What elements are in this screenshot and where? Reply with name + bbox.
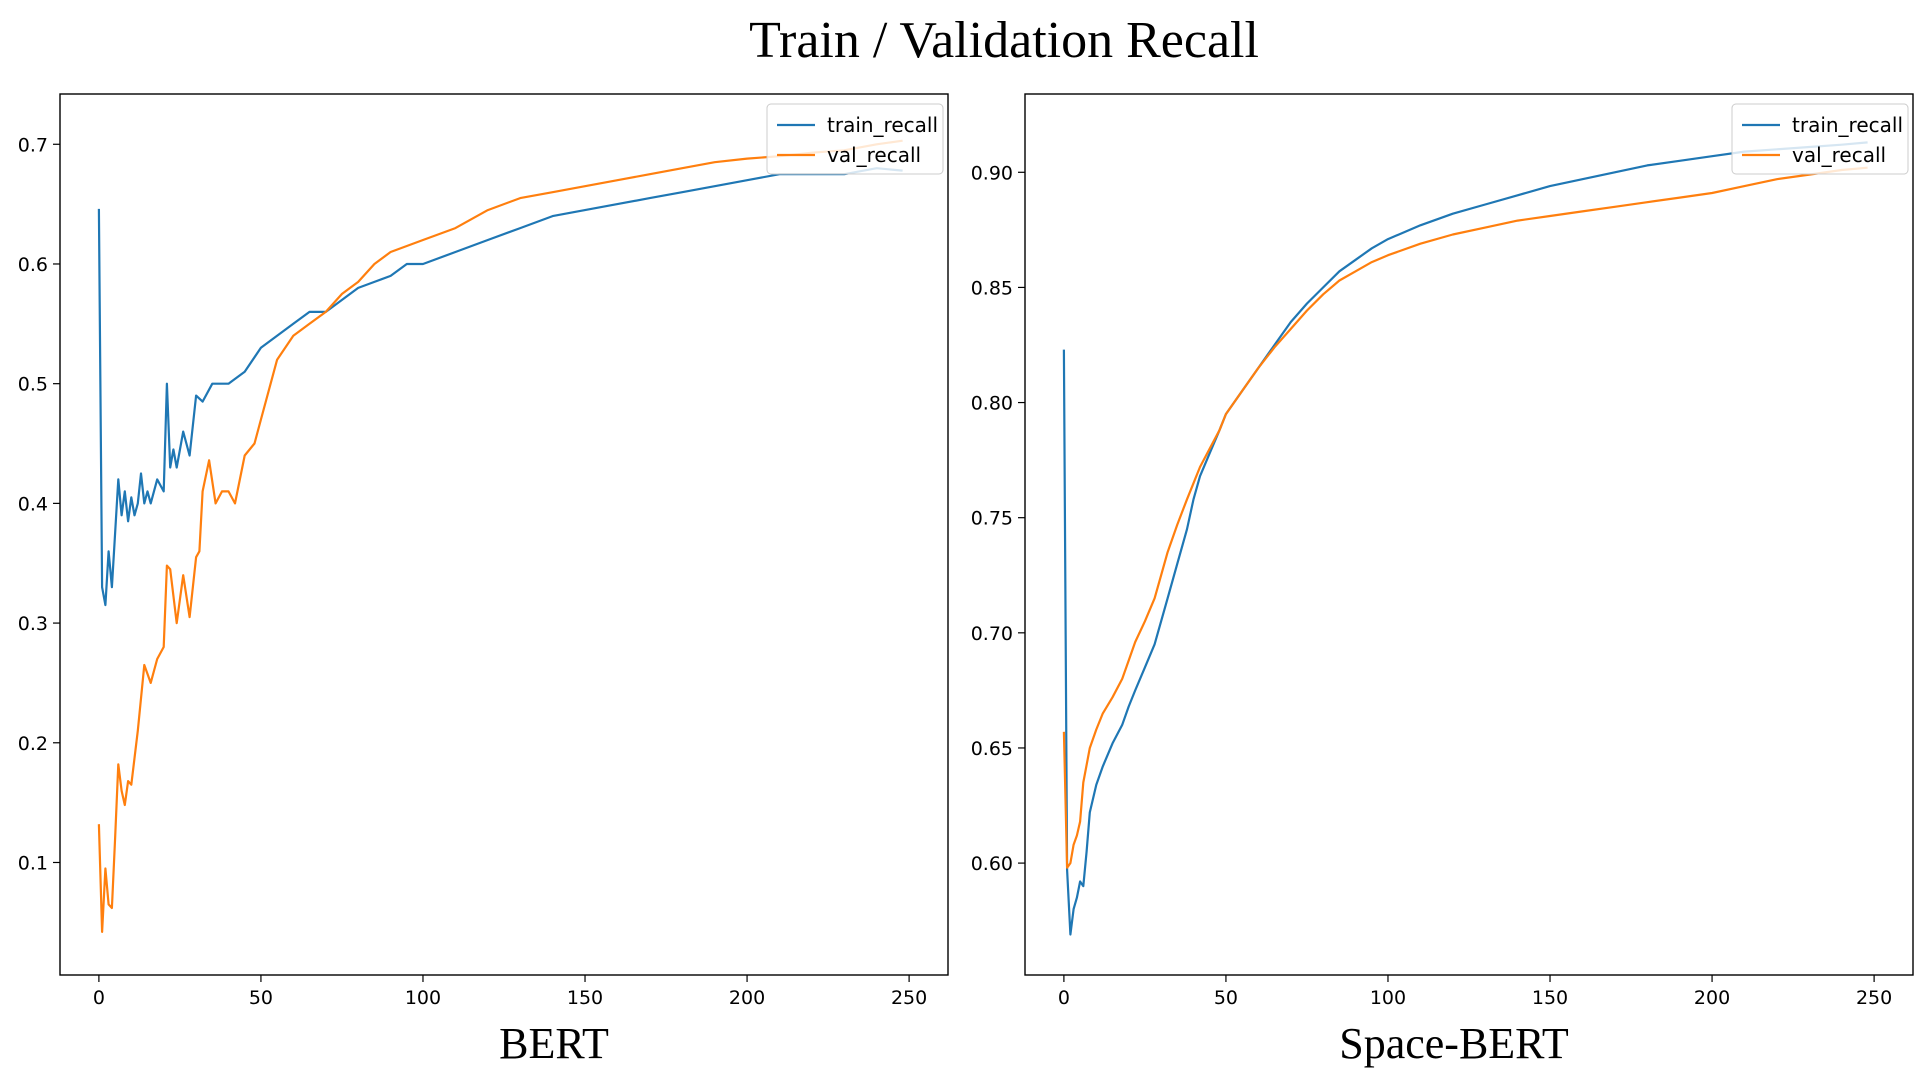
bert-x-tick-label: 0	[93, 987, 105, 1009]
bert-legend: train_recall val_recall	[766, 103, 944, 175]
bert-legend-box	[766, 103, 944, 175]
bert-y-tick-label: 0.4	[18, 493, 48, 515]
space-bert-y-tick-label: 0.90	[971, 162, 1013, 184]
space-bert-legend-box	[1731, 103, 1909, 175]
space-bert-y-tick-label: 0.85	[971, 277, 1013, 299]
bert-y-tick-label: 0.6	[18, 254, 48, 276]
bert-legend-label-val-recall: val_recall	[827, 143, 921, 167]
space-bert-y-tick-label: 0.70	[971, 623, 1013, 645]
bert-y-tick-label: 0.7	[18, 134, 48, 156]
bert-y-tick-label: 0.2	[18, 733, 48, 755]
space-bert-x-tick-label: 250	[1856, 987, 1892, 1009]
figure-suptitle: Train / Validation Recall	[749, 12, 1259, 69]
space-bert-axes-frame	[1024, 93, 1914, 976]
space-bert-panel: Space-BERT 0 50 100 150 200 250 0.60 0.65 0.70 0.…	[971, 93, 1914, 1068]
bert-x-tick-label: 150	[567, 987, 603, 1009]
space-bert-y-tick-label: 0.60	[971, 853, 1013, 875]
space-bert-x-tick-label: 0	[1058, 987, 1070, 1009]
space-bert-legend-label-val-recall: val_recall	[1792, 143, 1886, 167]
bert-y-tick-label: 0.3	[18, 613, 48, 635]
space-bert-x-tick-label: 50	[1214, 987, 1238, 1009]
bert-legend-label-train-recall: train_recall	[827, 113, 938, 137]
bert-x-tick-label: 200	[729, 987, 765, 1009]
space-bert-y-tick-label: 0.75	[971, 508, 1013, 530]
bert-x-tick-label: 100	[405, 987, 441, 1009]
space-bert-series-train-recall	[1062, 141, 1868, 936]
space-bert-x-tick-label: 150	[1532, 987, 1568, 1009]
bert-y-tick-label: 0.5	[18, 374, 48, 396]
space-bert-y-tick-label: 0.65	[971, 738, 1013, 760]
space-bert-series-val-recall	[1062, 166, 1868, 869]
bert-x-tick-label: 250	[891, 987, 927, 1009]
bert-series-train-recall	[97, 167, 903, 607]
bert-panel: BERT 0 50 100 150 200 250 0.1 0.2 0.3 0.4 0.5 0.6 0.…	[18, 93, 949, 1068]
space-bert-panel-title: Space-BERT	[1339, 1019, 1569, 1068]
space-bert-y-tick-label: 0.80	[971, 393, 1013, 415]
bert-y-tick-label: 0.1	[18, 852, 48, 874]
space-bert-legend-label-train-recall: train_recall	[1792, 113, 1903, 137]
bert-x-tick-label: 50	[249, 987, 273, 1009]
bert-series-val-recall	[97, 139, 903, 933]
bert-panel-title: BERT	[499, 1019, 609, 1068]
space-bert-x-tick-label: 200	[1694, 987, 1730, 1009]
space-bert-legend: train_recall val_recall	[1731, 103, 1909, 175]
space-bert-x-tick-label: 100	[1370, 987, 1406, 1009]
bert-axes-frame	[59, 93, 949, 976]
